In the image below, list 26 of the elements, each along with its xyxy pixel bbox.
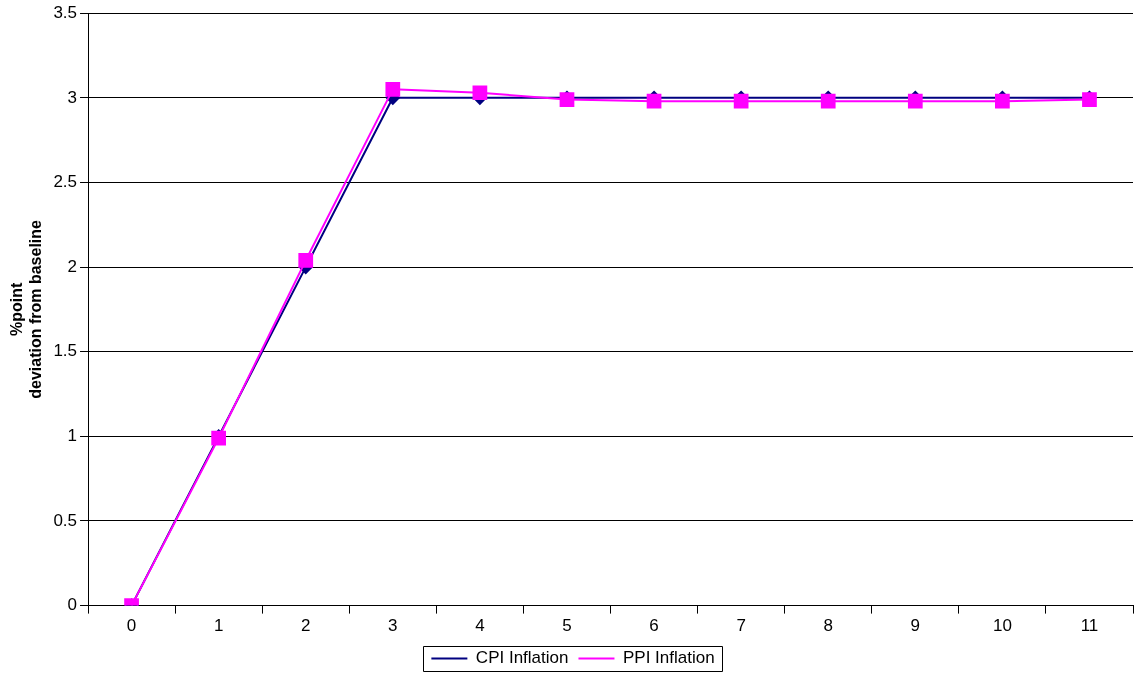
y-tick-label: 0	[67, 595, 78, 615]
x-tick-label: 3	[388, 616, 398, 636]
x-tick-label: 5	[562, 616, 572, 636]
point	[298, 252, 314, 268]
x-tick-label: 1	[213, 616, 224, 636]
x-tick-label: 4	[475, 616, 485, 636]
x-tick-label: 0	[126, 616, 137, 636]
legend-label: CPI Inflation	[475, 648, 569, 668]
y-tick-label: 1	[67, 426, 78, 446]
x-tick-label: 7	[736, 616, 746, 636]
point	[385, 82, 401, 97]
x-tick-label: 11	[1080, 616, 1099, 636]
x-tick-label: 8	[823, 616, 833, 636]
y-axis-title: %point deviation from baseline	[8, 219, 45, 399]
y-tick-label: 1.5	[53, 341, 78, 361]
point	[472, 85, 488, 101]
y-tick-label: 0.5	[53, 510, 78, 530]
y-tick-label: 3	[67, 87, 78, 107]
legend-label: PPI Inflation	[622, 648, 715, 668]
x-tick-label: 2	[301, 616, 311, 636]
x-tick-label: 6	[649, 616, 659, 636]
x-tick-label: 9	[910, 616, 921, 636]
x-tick-label: 10	[992, 616, 1012, 636]
y-tick-label: 2.5	[53, 172, 78, 192]
y-tick-label: 2	[67, 256, 78, 276]
y-tick-label: 3.5	[53, 2, 78, 22]
